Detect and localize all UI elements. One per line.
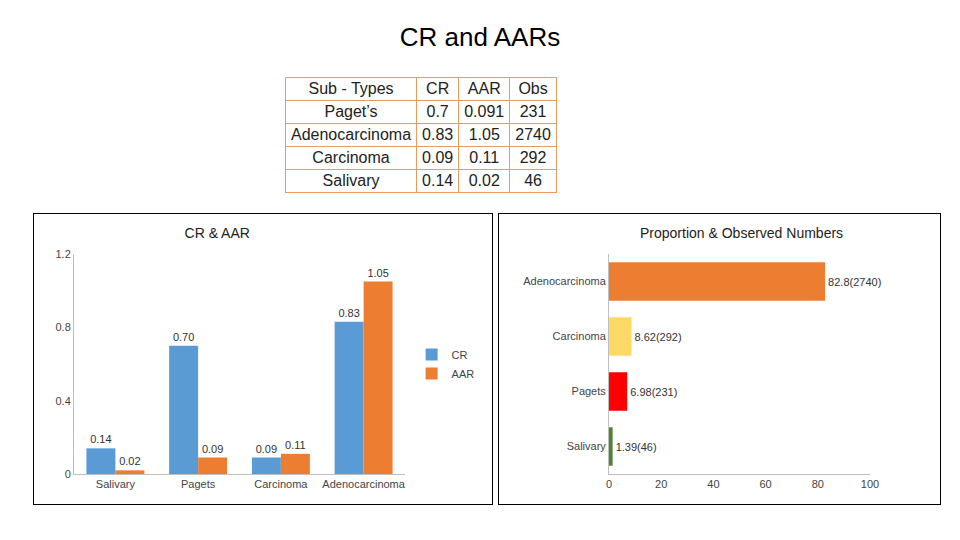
html-text:CR: CR [426,80,450,97]
svg-text:0: 0 [606,478,612,490]
html-text:AAR: AAR [467,80,501,97]
html-text:Obs: Obs [518,80,548,97]
svg-text:Salivary: Salivary [567,440,607,452]
svg-text:0.70: 0.70 [173,331,194,343]
svg-text:0.09: 0.09 [202,443,223,455]
svg-text:0.09: 0.09 [256,443,277,455]
svg-text:1.2: 1.2 [56,248,71,260]
html-text:Sub - Types: Sub - Types [308,80,394,97]
svg-text:CR & AAR: CR & AAR [185,225,250,241]
html-text:0.7: 0.7 [426,103,449,120]
svg-text:CR: CR [452,349,468,361]
html-text:0.11: 0.11 [469,149,500,166]
svg-text:0.8: 0.8 [56,321,71,333]
svg-text:Adenocarcinoma: Adenocarcinoma [523,275,606,287]
svg-text:Pagets: Pagets [572,385,607,397]
html-text:Paget’s: Paget’s [324,103,378,120]
svg-text:6.98(231): 6.98(231) [630,386,677,398]
svg-text:82.8(2740): 82.8(2740) [828,276,881,288]
html-text:Salivary: Salivary [322,172,380,189]
svg-text:Salivary: Salivary [96,478,136,490]
svg-text:1.05: 1.05 [367,267,388,279]
html-text:292: 292 [519,149,547,166]
html-text:Carcinoma: Carcinoma [312,149,390,166]
svg-text:1.39(46): 1.39(46) [616,441,657,453]
svg-text:Proportion & Observed Numbers: Proportion & Observed Numbers [640,225,843,241]
svg-text:0.14: 0.14 [90,433,111,445]
svg-text:0.11: 0.11 [285,439,306,451]
svg-text:100: 100 [861,478,879,490]
html-text:0.09: 0.09 [422,149,454,166]
svg-text:20: 20 [655,478,667,490]
svg-text:80: 80 [812,478,824,490]
svg-text:Pagets: Pagets [181,478,216,490]
html-text:0.14: 0.14 [422,172,454,189]
html-text:0.091: 0.091 [464,103,505,120]
svg-text:0.4: 0.4 [56,395,71,407]
svg-text:40: 40 [707,478,719,490]
svg-text:0.02: 0.02 [119,455,140,467]
svg-text:AAR: AAR [452,368,475,380]
svg-text:Adenocarcinoma: Adenocarcinoma [322,478,405,490]
html-text:CR and AARs: CR and AARs [399,22,561,52]
html-text:2740: 2740 [515,126,551,143]
html-text:Adenocarcinoma: Adenocarcinoma [291,126,412,143]
html-text:46: 46 [524,172,542,189]
html-text:231: 231 [519,103,547,120]
html-text:0.83: 0.83 [422,126,454,143]
svg-text:60: 60 [759,478,771,490]
svg-text:8.62(292): 8.62(292) [635,331,682,343]
html-text:0.02: 0.02 [468,172,500,189]
svg-text:0: 0 [65,468,71,480]
html-text:1.05: 1.05 [468,126,500,143]
svg-text:Carcinoma: Carcinoma [254,478,308,490]
svg-text:Carcinoma: Carcinoma [553,330,607,342]
svg-text:0.83: 0.83 [338,307,359,319]
